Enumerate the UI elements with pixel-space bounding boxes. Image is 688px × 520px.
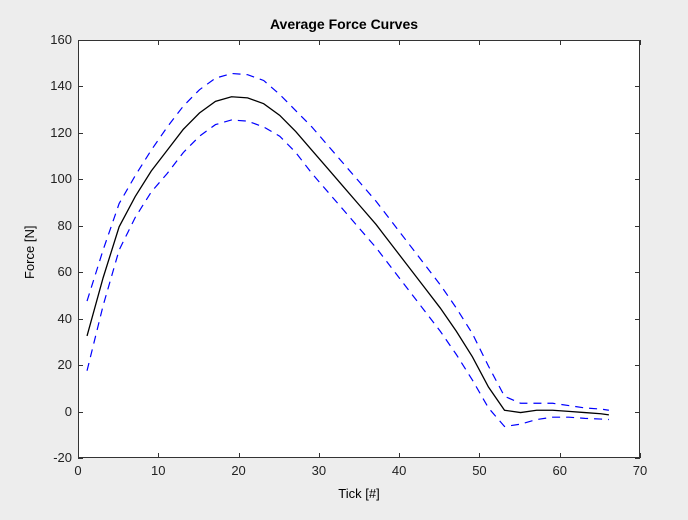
y-tick-label: 60 [58,264,72,279]
y-tick-mark [78,319,83,320]
y-tick-label: 160 [50,32,72,47]
y-tick-mark [78,179,83,180]
series-mean [87,97,609,415]
x-tick-mark [158,453,159,458]
y-tick-mark [78,226,83,227]
y-tick-label: 100 [50,171,72,186]
y-tick-label: -20 [53,450,72,465]
x-tick-label: 0 [68,463,88,478]
y-tick-label: 120 [50,125,72,140]
x-tick-mark [158,40,159,45]
y-tick-label: 40 [58,311,72,326]
x-tick-mark [239,453,240,458]
y-tick-mark [635,458,640,459]
figure: Average Force Curves Force [N] Tick [#] … [0,0,688,520]
x-tick-mark [319,453,320,458]
x-tick-label: 40 [389,463,409,478]
y-tick-mark [78,458,83,459]
x-tick-mark [319,40,320,45]
x-tick-label: 70 [630,463,650,478]
y-tick-mark [78,365,83,366]
x-tick-label: 10 [148,463,168,478]
y-tick-mark [635,86,640,87]
x-tick-mark [560,40,561,45]
x-tick-label: 50 [469,463,489,478]
series-lower_bound [87,120,609,427]
x-tick-mark [640,40,641,45]
series-upper_bound [87,74,609,411]
y-axis-label: Force [N] [22,226,37,279]
x-axis-label: Tick [#] [78,486,640,501]
y-tick-mark [635,40,640,41]
y-tick-label: 140 [50,78,72,93]
x-tick-label: 20 [229,463,249,478]
y-tick-label: 0 [65,404,72,419]
x-tick-mark [399,453,400,458]
y-tick-mark [78,133,83,134]
x-tick-mark [479,40,480,45]
x-tick-mark [479,453,480,458]
y-tick-mark [635,272,640,273]
y-tick-mark [635,412,640,413]
plot-area [78,40,640,458]
y-tick-label: 80 [58,218,72,233]
x-tick-label: 30 [309,463,329,478]
y-tick-mark [78,412,83,413]
y-tick-mark [78,40,83,41]
y-tick-mark [635,179,640,180]
x-tick-mark [239,40,240,45]
y-tick-mark [635,319,640,320]
x-tick-mark [560,453,561,458]
x-tick-label: 60 [550,463,570,478]
chart-title: Average Force Curves [0,16,688,32]
y-tick-mark [78,272,83,273]
y-tick-mark [635,133,640,134]
x-tick-mark [399,40,400,45]
chart-lines [79,41,641,459]
y-tick-mark [635,365,640,366]
x-tick-mark [640,453,641,458]
y-tick-label: 20 [58,357,72,372]
y-tick-mark [635,226,640,227]
y-tick-mark [78,86,83,87]
